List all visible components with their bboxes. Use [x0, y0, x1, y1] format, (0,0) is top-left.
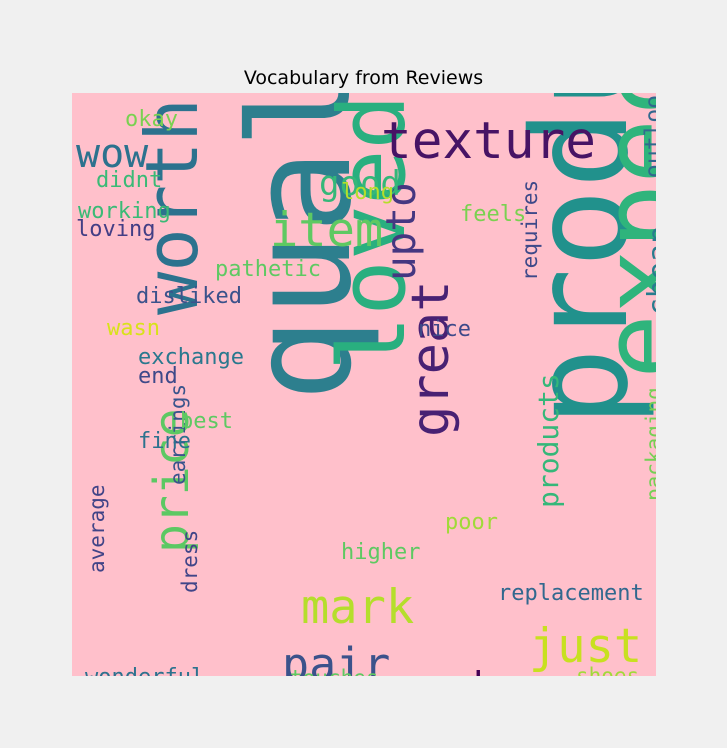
- word-working: working: [78, 199, 171, 224]
- word-cheap: cheap: [642, 226, 656, 316]
- word-great: great: [401, 280, 461, 437]
- word-texture: texture: [381, 112, 596, 171]
- chart-title: Vocabulary from Reviews: [243, 67, 484, 89]
- word-worth: worth: [130, 98, 214, 315]
- word-upto: upto: [377, 182, 425, 281]
- word-wow: wow: [76, 131, 149, 177]
- word-product: product: [504, 93, 656, 427]
- word-quality: quality: [220, 93, 383, 402]
- words-layer: quality productexpected loved worth great tex…: [76, 93, 656, 676]
- word-pair: pair: [282, 638, 390, 676]
- word-expected: expected: [580, 93, 656, 379]
- word-poor: poor: [445, 510, 498, 535]
- word-replacement: replacement: [498, 581, 644, 606]
- word-nice: nice: [418, 317, 471, 342]
- word-end: end: [138, 364, 178, 389]
- word-wonderful: wonderful: [85, 665, 204, 676]
- word-needs: needs: [392, 664, 506, 676]
- word-long: long: [341, 180, 394, 205]
- word-disliked: disliked: [136, 284, 242, 309]
- word-fine: fine: [138, 429, 191, 454]
- word-cloud-svg: quality productexpected loved worth great tex…: [72, 93, 656, 676]
- word-okay: okay: [125, 107, 178, 132]
- word-good: good: [319, 164, 401, 204]
- word-pathetic: pathetic: [215, 257, 321, 282]
- word-mark: mark: [301, 580, 414, 635]
- word-shoes: shoes: [576, 664, 639, 676]
- word-exchange: exchange: [138, 345, 244, 370]
- word-touches: touches: [290, 666, 379, 676]
- word-earrings: earrings: [166, 384, 190, 485]
- word-cloud-area: quality productexpected loved worth great tex…: [72, 93, 656, 676]
- word-higher: higher: [341, 540, 420, 565]
- word-loving: loving: [76, 217, 155, 242]
- word-best: best: [180, 409, 233, 434]
- word-just: just: [529, 619, 642, 674]
- word-feels: feels: [460, 202, 526, 227]
- word-item: item: [270, 203, 383, 258]
- word-outlook: outlook: [641, 93, 656, 178]
- word-wasn: wasn: [107, 316, 160, 341]
- word-price: price: [144, 409, 200, 554]
- word-packaging: packaging: [642, 387, 656, 501]
- word-dress: dress: [178, 530, 202, 593]
- word-cloud-background: [72, 93, 656, 676]
- word-didnt: didnt: [96, 168, 162, 193]
- word-products: products: [532, 373, 565, 508]
- word-requires: requires: [518, 180, 542, 281]
- word-loved: loved: [319, 94, 426, 371]
- word-average: average: [85, 484, 109, 573]
